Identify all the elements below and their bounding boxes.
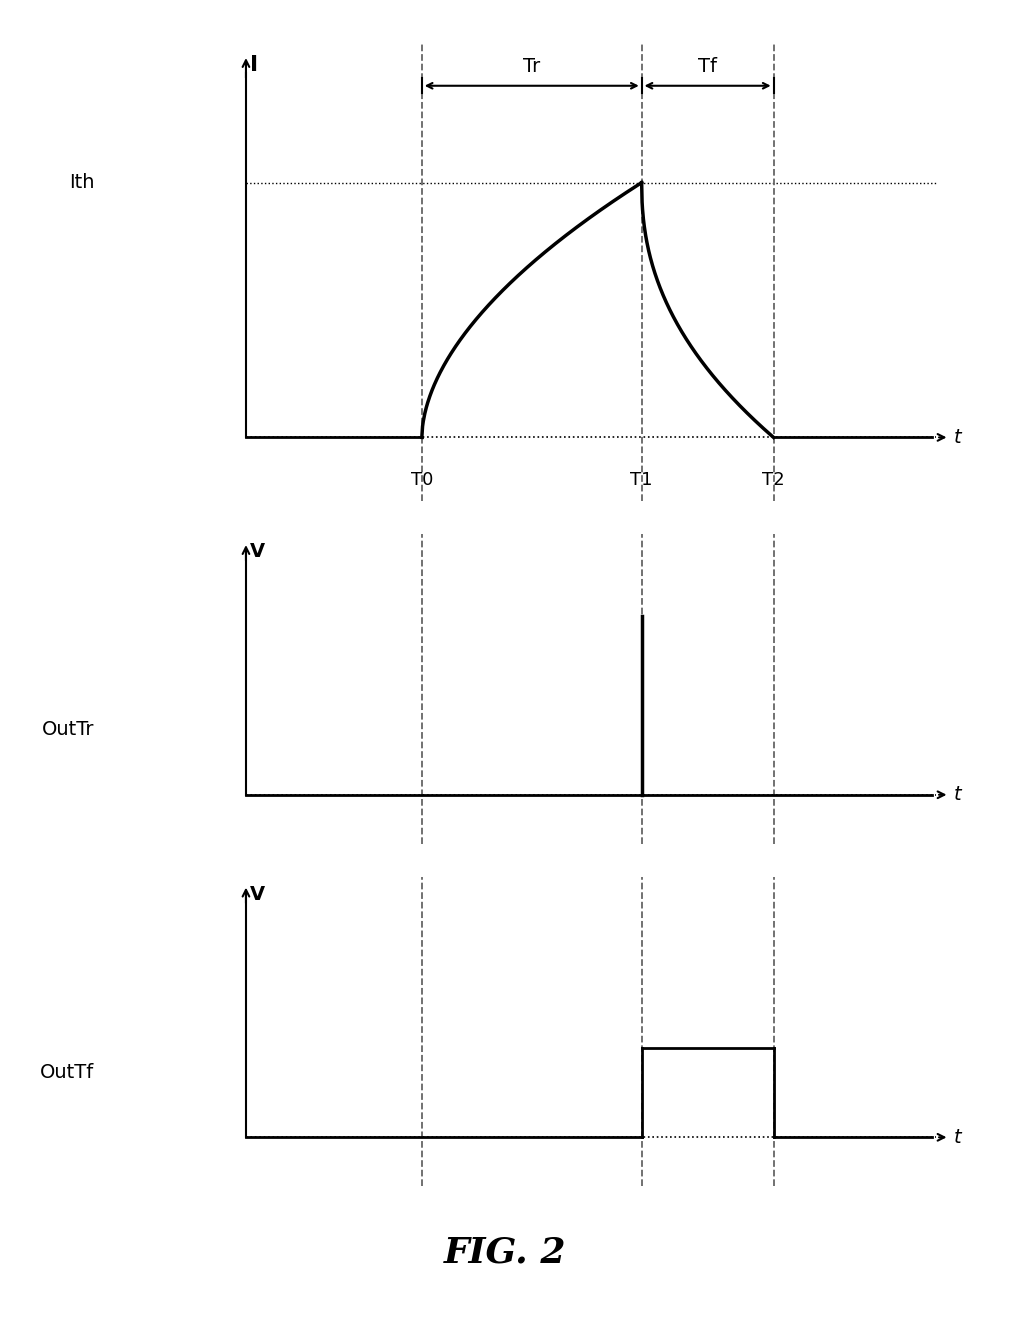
Text: T2: T2: [763, 471, 785, 489]
Text: Ith: Ith: [69, 173, 95, 192]
Text: T0: T0: [411, 471, 433, 489]
Text: V: V: [250, 884, 266, 904]
Text: Tr: Tr: [523, 57, 540, 75]
Text: I: I: [250, 55, 259, 75]
Text: Tf: Tf: [698, 57, 717, 75]
Text: T1: T1: [630, 471, 652, 489]
Text: t: t: [953, 1128, 962, 1147]
Text: t: t: [953, 786, 962, 804]
Text: OutTr: OutTr: [42, 720, 95, 739]
Text: V: V: [250, 542, 266, 561]
Text: OutTf: OutTf: [40, 1062, 95, 1082]
Text: FIG. 2: FIG. 2: [443, 1235, 567, 1269]
Text: t: t: [953, 428, 962, 447]
